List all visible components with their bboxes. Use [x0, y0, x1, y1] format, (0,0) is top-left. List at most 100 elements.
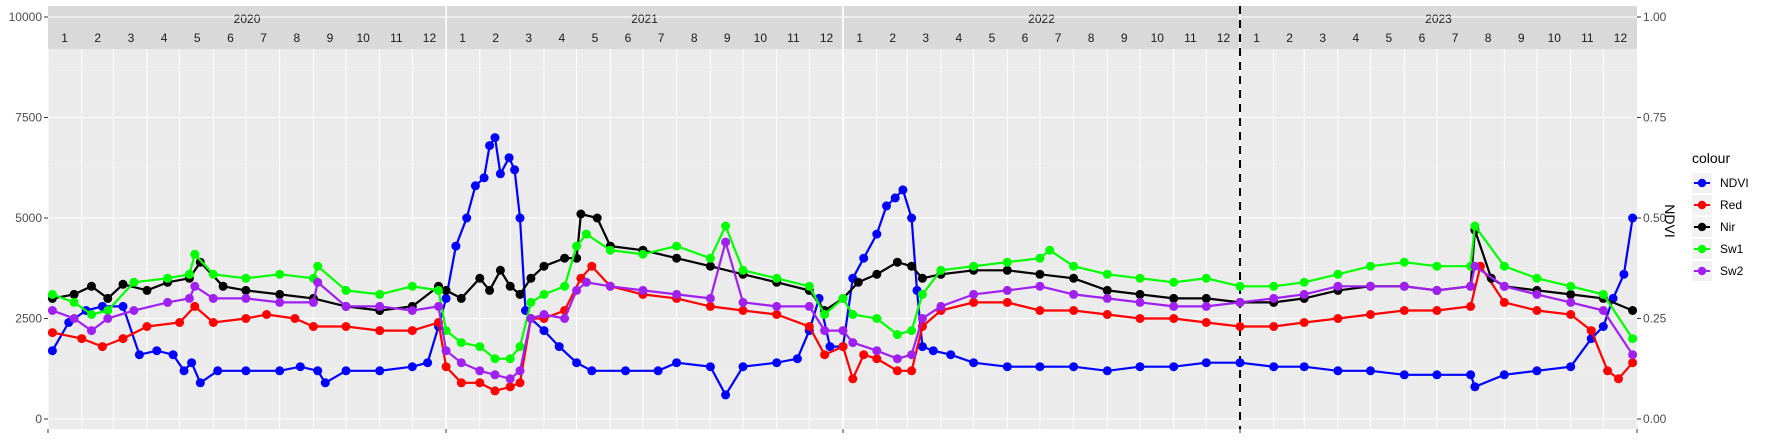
y-tick-label-right: 1.00 — [1643, 10, 1667, 24]
data-point — [313, 261, 323, 271]
data-point — [772, 301, 782, 311]
data-point — [621, 366, 630, 376]
data-point — [87, 326, 96, 336]
strip-month-label: 8 — [691, 31, 698, 45]
data-point — [672, 253, 682, 263]
data-point — [526, 273, 536, 283]
data-point — [653, 366, 663, 376]
data-point — [462, 213, 472, 223]
data-point — [505, 382, 515, 392]
strip-month-label: 12 — [820, 31, 834, 45]
data-point — [241, 366, 251, 376]
strip-month-label: 7 — [260, 31, 267, 45]
data-point — [672, 289, 682, 299]
strip-month-label: 8 — [293, 31, 300, 45]
y-tick-label-right: 0.00 — [1643, 412, 1667, 426]
data-point — [341, 366, 351, 376]
legend-item-nir: Nir — [1692, 217, 1735, 237]
data-point — [341, 301, 351, 311]
data-point — [441, 346, 451, 356]
data-point — [208, 293, 218, 303]
strip-month-label: 5 — [592, 31, 599, 45]
data-point — [917, 273, 927, 283]
strip-month-label: 1 — [459, 31, 466, 45]
data-point — [208, 269, 218, 279]
data-point — [118, 301, 128, 311]
data-point — [1499, 370, 1509, 380]
data-point — [515, 289, 525, 299]
data-point — [184, 269, 194, 279]
strip-month-label: 4 — [161, 31, 168, 45]
data-point — [1432, 370, 1442, 380]
data-point — [1333, 281, 1343, 291]
data-point — [515, 378, 525, 388]
data-point — [1102, 269, 1112, 279]
data-point — [917, 289, 927, 299]
data-point — [1598, 306, 1608, 315]
data-point — [1299, 318, 1309, 327]
data-point — [872, 269, 882, 279]
data-point — [175, 318, 185, 327]
data-point — [1201, 358, 1211, 368]
data-point — [1366, 261, 1375, 271]
strip-month-label: 2 — [94, 31, 101, 45]
data-point — [515, 213, 525, 223]
series-red — [47, 261, 1638, 396]
data-point — [129, 306, 139, 315]
data-point — [262, 310, 272, 319]
strip-year-label: 2021 — [631, 12, 658, 26]
data-point — [738, 265, 748, 275]
data-point — [47, 346, 57, 356]
data-point — [313, 366, 323, 376]
data-point — [103, 293, 113, 303]
data-point — [946, 350, 956, 360]
strip-month-label: 4 — [559, 31, 566, 45]
strip-month-label: 6 — [227, 31, 234, 45]
y-tick-label-left: 2500 — [15, 312, 42, 326]
data-point — [1466, 370, 1476, 380]
data-point — [1135, 289, 1145, 299]
strip-month-label: 5 — [989, 31, 996, 45]
strip-month-label: 7 — [1055, 31, 1062, 45]
data-point — [1566, 289, 1576, 299]
legend-key-point — [1697, 222, 1707, 232]
data-point — [1169, 277, 1179, 287]
data-point — [592, 213, 602, 223]
data-point — [195, 257, 205, 267]
data-point — [804, 322, 814, 331]
data-point — [1201, 273, 1211, 283]
data-point — [539, 261, 549, 271]
data-point — [1269, 293, 1279, 303]
data-point — [892, 366, 902, 376]
data-point — [1102, 285, 1112, 295]
data-point — [495, 169, 505, 179]
data-point — [587, 366, 597, 376]
strip-month-label: 11 — [1184, 31, 1197, 45]
data-point — [772, 273, 782, 283]
data-point — [825, 342, 835, 352]
strip-month-label: 3 — [1319, 31, 1326, 45]
data-point — [47, 306, 57, 315]
data-point — [907, 213, 917, 223]
data-point — [505, 354, 515, 364]
data-point — [1035, 281, 1045, 291]
data-point — [738, 306, 748, 315]
data-point — [1269, 281, 1279, 291]
data-point — [1619, 269, 1629, 279]
data-point — [179, 366, 189, 376]
data-point — [1299, 362, 1309, 372]
data-point — [969, 297, 979, 307]
data-point — [308, 297, 318, 307]
data-point — [705, 261, 715, 271]
data-point — [526, 314, 536, 323]
data-point — [581, 277, 591, 287]
series-group — [47, 133, 1638, 400]
strip-month-label: 3 — [128, 31, 135, 45]
data-point — [1470, 382, 1480, 392]
data-point — [341, 322, 351, 331]
data-point — [721, 390, 731, 400]
data-point — [129, 277, 139, 287]
data-point — [69, 314, 79, 323]
data-point — [705, 301, 715, 311]
data-point — [560, 314, 570, 323]
